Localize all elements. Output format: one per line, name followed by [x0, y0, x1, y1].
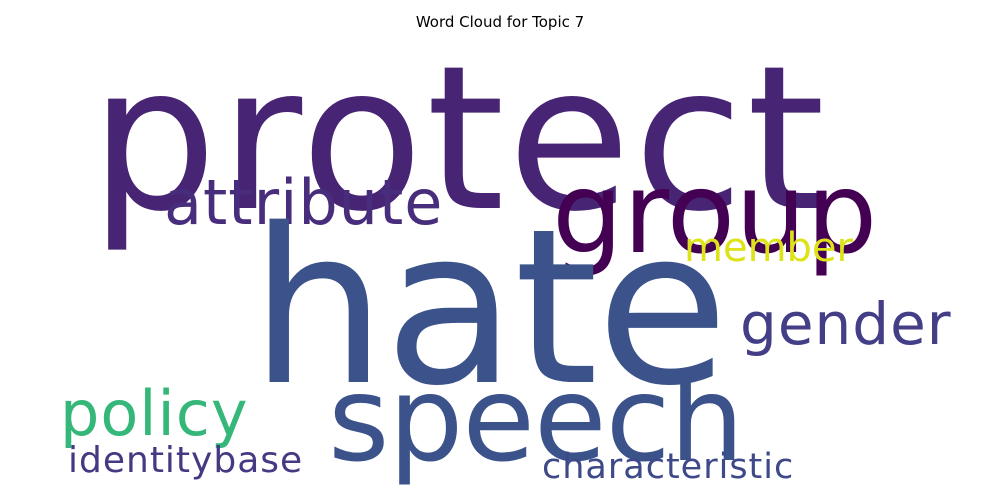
word-attribute: attribute [164, 166, 444, 239]
word-policy: policy [60, 377, 249, 450]
word-cloud: protect attribute group member hate gend… [40, 40, 960, 490]
word-protect: protect [90, 40, 828, 256]
word-identitybase: identitybase [68, 440, 304, 481]
word-characteristic: characteristic [542, 447, 795, 487]
word-speech: speech [328, 350, 744, 488]
word-gender: gender [740, 290, 952, 358]
chart-title: Word Cloud for Topic 7 [415, 13, 585, 31]
word-hate: hate [250, 182, 729, 433]
word-member: member [684, 225, 853, 271]
word-group: group [552, 149, 878, 279]
